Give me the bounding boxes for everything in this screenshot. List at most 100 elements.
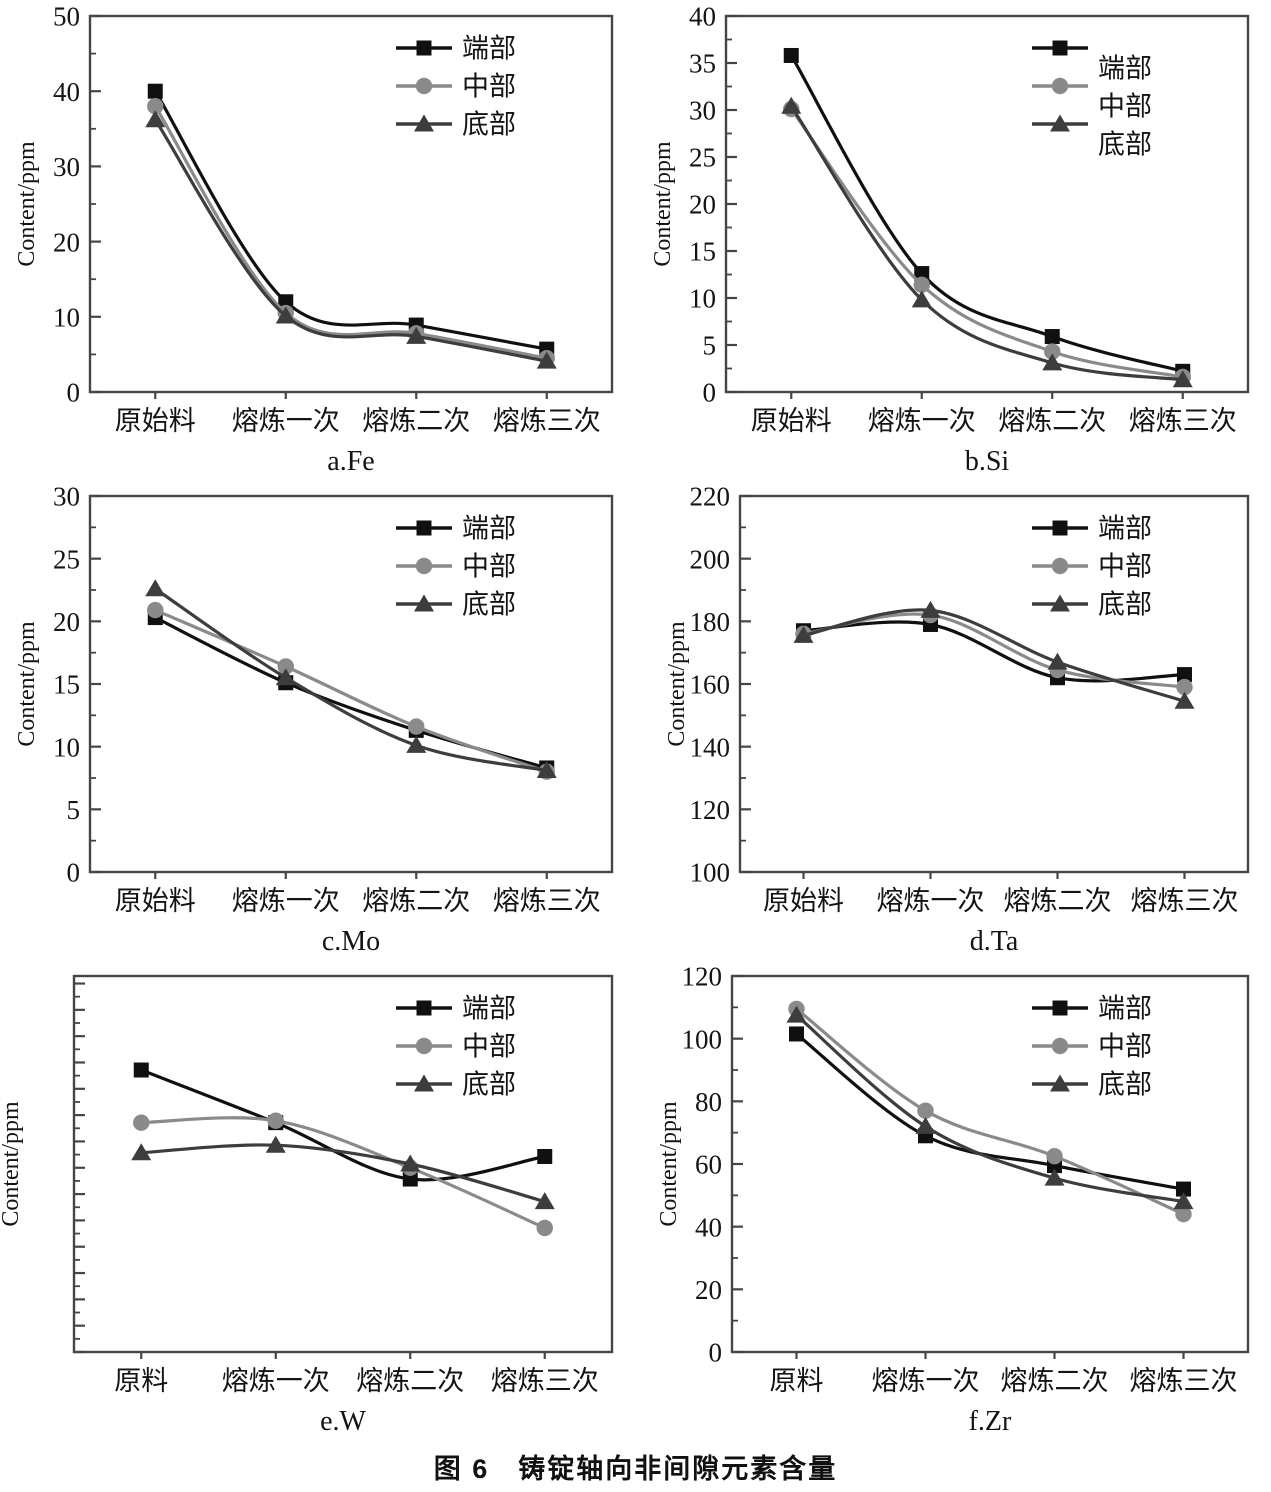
series-zhongbu-line [141, 1116, 546, 1230]
x-category-label: 原始料 [115, 406, 196, 436]
series-duanbu-line [153, 90, 548, 351]
x-category-label: 熔炼三次 [1131, 886, 1239, 916]
series-dibu-marker [275, 306, 296, 324]
y-tick-label: 25 [53, 544, 80, 574]
duanbu-legend-marker-icon [1052, 40, 1068, 56]
x-category-label: 原料 [114, 1366, 168, 1396]
chart-e-w: 原料 熔炼一次 熔炼二次 熔炼三次 Content/ppm 端部 中部 底部 e.W [0, 960, 636, 1440]
chart-d-ta: 100 120 140 160 180 200 220 原始料 熔炼一次 熔炼二次 熔炼三次 Cont… [636, 480, 1271, 960]
series-dibu-marker [400, 1154, 421, 1172]
figure-caption: 图 6 铸锭轴向非间隙元素含量 [433, 1453, 838, 1484]
y-axis [74, 982, 85, 1354]
zhongbu-legend-marker-icon [1051, 557, 1069, 575]
series-duanbu-marker [537, 1148, 553, 1164]
series-zhongbu-marker [1176, 678, 1193, 696]
series-dibu-marker [131, 1143, 152, 1161]
series-zhongbu-marker [917, 1102, 934, 1119]
series-duanbu-marker [914, 266, 930, 282]
legend-label-duanbu: 端部 [1098, 54, 1152, 84]
y-tick-label: 15 [53, 670, 80, 700]
y-tick-label: 0 [67, 858, 81, 888]
zhongbu-legend-marker-icon [1051, 1037, 1069, 1055]
y-tick-label: 40 [689, 2, 716, 32]
y-axis-label: Content/ppm [14, 621, 40, 747]
zhongbu-legend-marker-icon [415, 77, 433, 95]
series-duanbu-line [789, 54, 1184, 373]
series-dibu-marker [145, 579, 166, 597]
legend-label-zhongbu: 中部 [462, 72, 516, 102]
y-tick-label: 10 [53, 732, 80, 762]
series-dibu [145, 110, 557, 369]
zhongbu-legend-marker-icon [1051, 77, 1069, 95]
chart-caption: b.Si [965, 446, 1010, 477]
series-dibu [781, 96, 1193, 388]
y-tick-label: 160 [690, 670, 731, 700]
chart-caption: d.Ta [970, 926, 1019, 957]
y-axis: 0 20 40 60 80 100 120 [682, 962, 743, 1368]
x-category-label: 熔炼三次 [491, 1366, 599, 1396]
series-duanbu-marker [783, 47, 799, 63]
y-tick-label: 100 [682, 1024, 723, 1054]
series-dibu-marker [781, 96, 802, 114]
dibu-legend-marker-icon [414, 594, 434, 612]
duanbu-legend-marker-icon [416, 40, 432, 56]
y-tick-label: 25 [689, 143, 716, 173]
legend-label-zhongbu: 中部 [462, 552, 516, 582]
series-zhongbu-marker [267, 1112, 284, 1129]
chart-caption: c.Mo [322, 926, 380, 957]
y-tick-label: 40 [695, 1212, 722, 1242]
x-category-label: 熔炼二次 [998, 406, 1106, 436]
dibu-legend-marker-icon [414, 114, 434, 132]
series-zhongbu-line [795, 1007, 1185, 1216]
dibu-legend-marker-icon [414, 1074, 434, 1092]
x-axis: 原料 熔炼一次 熔炼二次 熔炼三次 [770, 1352, 1238, 1396]
y-tick-label: 10 [689, 284, 716, 314]
y-tick-label: 40 [53, 77, 80, 107]
x-category-label: 熔炼三次 [1130, 1366, 1238, 1396]
legend-label-duanbu: 端部 [462, 514, 516, 544]
series-duanbu-marker [402, 1171, 418, 1187]
legend-label-dibu: 底部 [1098, 590, 1152, 620]
y-tick-label: 100 [690, 858, 731, 888]
duanbu-legend-marker-icon [416, 1000, 432, 1016]
y-tick-label: 0 [703, 378, 717, 408]
series-zhongbu-marker [147, 98, 164, 115]
y-axis-label: Content/ppm [656, 1101, 682, 1227]
series-duanbu-line [140, 1068, 546, 1182]
x-category-label: 熔炼三次 [1129, 406, 1237, 436]
y-tick-label: 35 [689, 49, 716, 79]
y-axis-label: Content/ppm [650, 141, 676, 267]
series-dibu-marker [1172, 370, 1193, 388]
series-zhongbu-marker [147, 601, 164, 619]
x-category-label: 熔炼三次 [493, 886, 601, 916]
x-axis: 原始料 熔炼一次 熔炼二次 熔炼三次 [751, 392, 1237, 436]
series-dibu-marker [406, 326, 427, 344]
y-tick-label: 20 [689, 190, 716, 220]
series-duanbu-line [803, 620, 1185, 683]
chart-b-si: 0 5 10 15 20 25 30 35 40 原始料 熔炼一次 熔炼二次 熔炼三次 Content/p… [636, 0, 1271, 480]
x-category-label: 熔炼一次 [222, 1366, 330, 1396]
legend-label-duanbu: 端部 [462, 34, 516, 64]
series-duanbu-marker [1177, 667, 1192, 683]
series-dibu-marker [145, 110, 166, 128]
series-dibu-marker [911, 290, 932, 308]
series-dibu-marker [920, 600, 941, 618]
series-zhongbu-marker [913, 276, 930, 294]
series-dibu-marker [1044, 1168, 1065, 1186]
series-dibu-marker [536, 351, 557, 369]
y-tick-label: 5 [703, 331, 717, 361]
chart-f-svg: 0 20 40 60 80 100 120 原料 熔炼一次 熔炼二次 熔炼三次 Content/ppm… [656, 962, 1250, 1437]
y-tick-label: 200 [690, 544, 731, 574]
y-tick-label: 0 [67, 378, 81, 408]
series-dibu-line [154, 587, 548, 773]
y-tick-label: 15 [689, 237, 716, 267]
series-dibu-marker [1173, 1192, 1194, 1210]
series-dibu-marker [534, 1192, 555, 1210]
plot-frame [88, 494, 614, 874]
y-tick-label: 30 [53, 152, 80, 182]
y-axis: 0 10 20 30 40 50 [53, 2, 101, 408]
